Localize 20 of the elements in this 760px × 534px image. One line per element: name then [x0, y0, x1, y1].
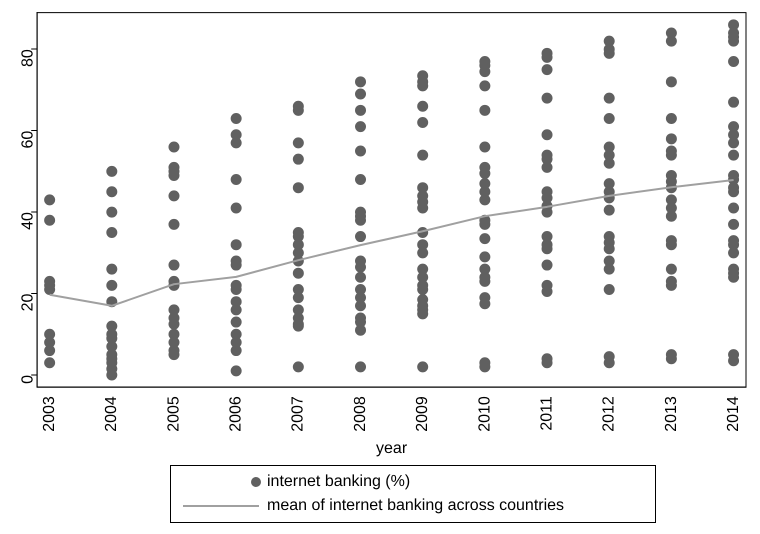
y-tick-label: 40 — [20, 212, 37, 230]
x-tick-label: 2010 — [476, 396, 494, 432]
x-tick-label: 2009 — [414, 396, 432, 432]
x-tick-label: 2004 — [103, 396, 120, 432]
x-tick-label: 2006 — [228, 396, 245, 432]
x-tick-label: 2012 — [600, 396, 618, 432]
y-tick-label: 0 — [20, 374, 37, 384]
x-tick-label: 2008 — [352, 396, 369, 432]
x-tick-label: 2003 — [41, 396, 58, 432]
x-axis-title: year — [376, 440, 408, 457]
x-tick-label: 2005 — [165, 396, 182, 432]
x-tick-label: 2007 — [290, 396, 307, 432]
y-tick-label: 20 — [20, 293, 37, 312]
y-tick-label: 60 — [20, 130, 37, 148]
x-tick-label: 2013 — [662, 396, 680, 432]
x-tick-label: 2011 — [538, 396, 556, 431]
x-tick-label: 2014 — [724, 396, 742, 432]
legend-label: mean of internet banking across countries — [267, 497, 564, 515]
legend-label: internet banking (%) — [267, 473, 410, 491]
y-tick-label: 80 — [20, 49, 37, 68]
